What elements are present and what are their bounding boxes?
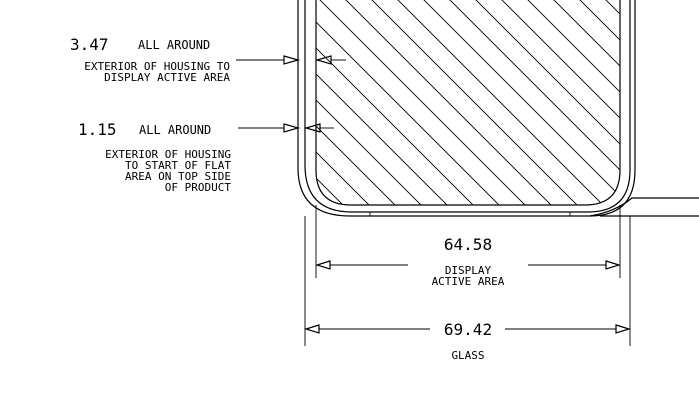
- hatch-line: [413, 0, 620, 205]
- dim-1-15-desc-line2: TO START OF FLAT: [125, 159, 231, 172]
- display-active-area: [0, 0, 699, 250]
- hatch-line: [543, 0, 620, 205]
- glass-dimension-value: 69.42: [444, 320, 492, 339]
- display-dimension-label-line1: DISPLAY: [445, 264, 492, 277]
- hatch-line: [569, 0, 620, 205]
- dim-3-47-value: 3.47: [70, 35, 109, 54]
- leader-3-47: [236, 55, 346, 65]
- hatch-line: [517, 0, 620, 205]
- dim-1-15-desc-line3: AREA ON TOP SIDE: [125, 170, 231, 183]
- housing-outline: [297, 0, 699, 217]
- dim-3-47-suffix: ALL AROUND: [138, 38, 210, 52]
- hatch-line: [316, 0, 571, 205]
- dim-1-15-desc-line4: OF PRODUCT: [165, 181, 232, 194]
- hatch-line: [316, 0, 545, 205]
- hatch-line: [0, 0, 258, 250]
- glass-dimension-label: GLASS: [451, 349, 484, 362]
- extension-lines: [304, 205, 631, 346]
- hatch-line: [316, 0, 467, 205]
- display-dimension-value: 64.58: [444, 235, 492, 254]
- hatch-pattern: [0, 0, 699, 250]
- hatch-line: [439, 0, 620, 205]
- dimension-glass: [303, 324, 632, 334]
- hatch-line: [491, 0, 620, 205]
- dim-1-15-value: 1.15: [78, 120, 117, 139]
- hatch-line: [361, 0, 620, 205]
- display-dimension-label-line2: ACTIVE AREA: [432, 275, 505, 288]
- hatch-line: [387, 0, 620, 205]
- hatch-line: [622, 0, 699, 250]
- hatch-line: [316, 0, 493, 205]
- dim-1-15-desc-line1: EXTERIOR OF HOUSING: [105, 148, 231, 161]
- dim-1-15-suffix: ALL AROUND: [139, 123, 211, 137]
- dim-3-47-desc-line1: EXTERIOR OF HOUSING TO: [84, 60, 230, 73]
- leader-1-15: [238, 123, 334, 133]
- hatch-line: [335, 0, 597, 205]
- hatch-line: [316, 0, 519, 205]
- hatch-line: [465, 0, 620, 205]
- dimension-display: [314, 260, 622, 270]
- dim-3-47-desc-line2: DISPLAY ACTIVE AREA: [104, 71, 230, 84]
